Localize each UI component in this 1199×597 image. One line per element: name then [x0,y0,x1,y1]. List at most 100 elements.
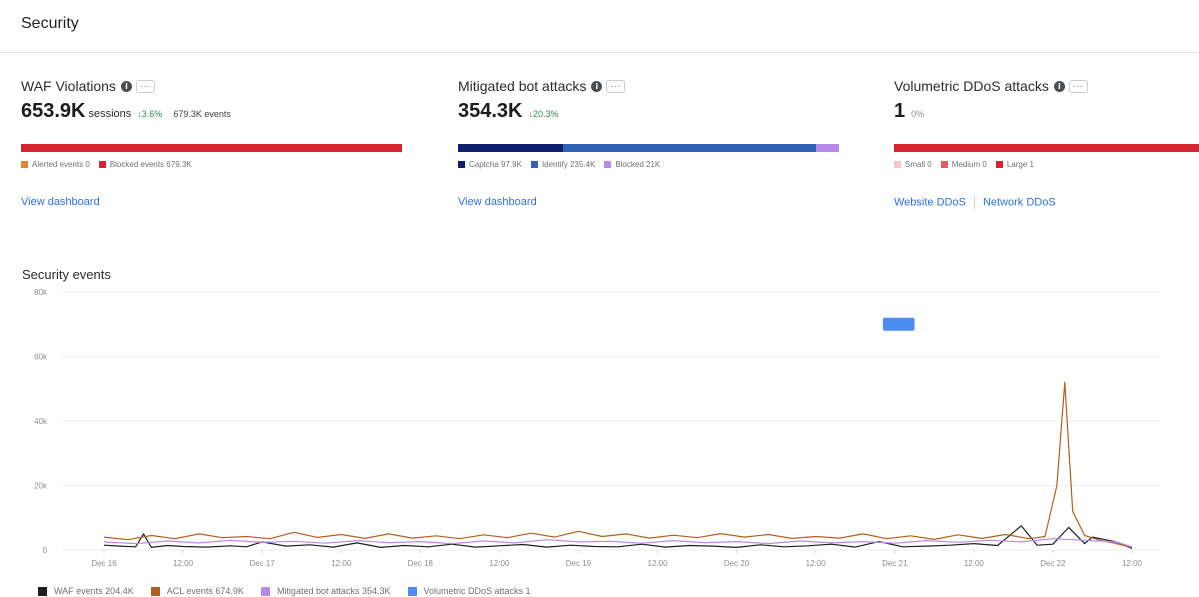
security-events-chart[interactable]: 80k 60k 40k 20k 0 Dec 16 12:00 Dec 17 12:00 Dec 1… [0,280,1199,580]
legend-label: Blocked events 679.3K [109,160,192,169]
ddos-title: Volumetric DDoS attacks [894,78,1049,94]
x-tick-label: 12:00 [964,559,985,568]
x-tick-label: Dec 18 [408,559,434,568]
legend-swatch [98,161,106,168]
x-tick-label: Dec 22 [1040,559,1066,568]
bots-bar-segment [458,144,564,152]
chart-legend-item[interactable]: ACL events 674.9K [150,586,244,596]
ddos-delta: 0% [911,109,925,119]
x-tick-label: 12:00 [648,559,669,568]
ddos-value: 1 [894,100,906,122]
y-tick-label: 60k [34,353,48,362]
legend-label: Volumetric DDoS attacks 1 [423,586,531,596]
more-options-icon[interactable]: ··· [606,79,626,93]
x-tick-label: 12:00 [331,559,352,568]
waf-events: 679.3K events [173,109,231,119]
bots-value: 354.3K [458,100,523,122]
bots-delta: ↓20.3% [528,109,559,119]
legend-swatch [604,161,612,168]
legend-label: ACL events 674.9K [166,586,244,596]
waf-view-dashboard-link[interactable]: View dashboard [21,196,100,208]
x-tick-label: 12:00 [806,559,827,568]
network-ddos-link[interactable]: Network DDoS [982,196,1056,209]
x-tick-label: Dec 21 [882,559,908,568]
ddos-legend: Small 0 Medium 0 Large 1 [894,160,1043,169]
series-line-1 [103,381,1133,548]
waf-legend: Alerted events 0 Blocked events 679.3K [21,160,201,169]
legend-label: WAF events 204.4K [54,586,134,596]
bots-legend-item[interactable]: Identify 235.4K [530,160,596,169]
bots-card: Mitigated bot attacks i ··· 354.3K ↓20.3… [458,77,626,123]
link-separator [973,196,975,209]
legend-swatch [38,586,47,596]
website-ddos-link[interactable]: Website DDoS [894,196,966,209]
ddos-legend-item[interactable]: Medium 0 [940,160,987,169]
legend-label: Large 1 [1006,160,1034,169]
legend-swatch [458,161,465,168]
bots-view-dashboard-link[interactable]: View dashboard [458,196,537,208]
x-tick-label: 12:00 [173,559,194,568]
legend-swatch [530,161,538,168]
waf-distribution-bar [21,144,402,152]
series-line-2 [103,538,1133,548]
ddos-card: Volumetric DDoS attacks i ··· 1 0% [894,77,1088,123]
ddos-legend-item[interactable]: Small 0 [894,160,932,169]
y-tick-label: 40k [34,417,48,426]
legend-swatch [21,161,28,168]
x-tick-label: Dec 16 [91,559,117,568]
chart-legend-item[interactable]: Mitigated bot attacks 354.3K [260,586,391,596]
bots-legend-item[interactable]: Blocked 21K [604,160,660,169]
series-line-0 [103,525,1133,549]
waf-bar-segment [21,144,402,152]
legend-label: Blocked 21K [615,160,661,169]
legend-swatch [407,586,417,596]
chart-legend: WAF events 204.4K ACL events 674.9K Mitiga… [38,586,548,596]
ddos-links: Website DDoS Network DDoS [894,196,1056,209]
waf-card: WAF Violations i ··· 653.9K sessions ↓3.… [21,77,231,123]
legend-label: Identify 235.4K [541,160,596,169]
waf-delta: ↓3.6% [137,109,163,119]
bots-bar-segment [563,144,817,152]
bots-bar-segment [816,144,839,152]
legend-label: Small 0 [905,160,932,169]
page-title: Security [21,15,79,32]
security-events-title: Security events [22,267,111,282]
info-icon[interactable]: i [1053,80,1065,92]
legend-swatch [894,161,901,168]
y-tick-label: 0 [43,546,48,555]
waf-value: 653.9K [21,100,86,122]
legend-label: Alerted events 0 [32,160,90,169]
x-tick-label: Dec 19 [566,559,592,568]
waf-title: WAF Violations [21,78,116,94]
waf-unit: sessions [88,108,132,120]
ddos-attack-marker [882,317,915,331]
bots-title: Mitigated bot attacks [458,78,587,94]
page-header: Security [0,0,1199,53]
info-icon[interactable]: i [120,80,132,92]
waf-legend-item[interactable]: Blocked events 679.3K [98,160,192,169]
waf-legend-item[interactable]: Alerted events 0 [21,160,90,169]
y-tick-label: 80k [34,288,48,297]
x-tick-label: 12:00 [1122,559,1143,568]
legend-label: Captcha 97.9K [469,160,522,169]
x-tick-label: Dec 17 [249,559,275,568]
info-icon[interactable]: i [591,80,603,92]
bots-legend-item[interactable]: Captcha 97.9K [458,160,522,169]
chart-legend-item[interactable]: Volumetric DDoS attacks 1 [407,586,531,596]
chart-legend-item[interactable]: WAF events 204.4K [38,586,134,596]
more-options-icon[interactable]: ··· [1068,79,1088,93]
ddos-legend-item[interactable]: Large 1 [995,160,1034,169]
y-tick-label: 20k [34,482,48,491]
legend-label: Medium 0 [951,160,987,169]
legend-swatch [940,161,948,168]
x-tick-label: Dec 20 [724,559,750,568]
ddos-distribution-bar [894,144,1199,152]
legend-swatch [260,586,270,596]
bots-distribution-bar [458,144,839,152]
legend-label: Mitigated bot attacks 354.3K [276,586,391,596]
legend-swatch [995,161,1003,168]
ddos-bar-segment [894,144,1199,152]
bots-legend: Captcha 97.9K Identify 235.4K Blocked 21K [458,160,669,169]
legend-swatch [150,586,160,596]
more-options-icon[interactable]: ··· [135,79,155,93]
